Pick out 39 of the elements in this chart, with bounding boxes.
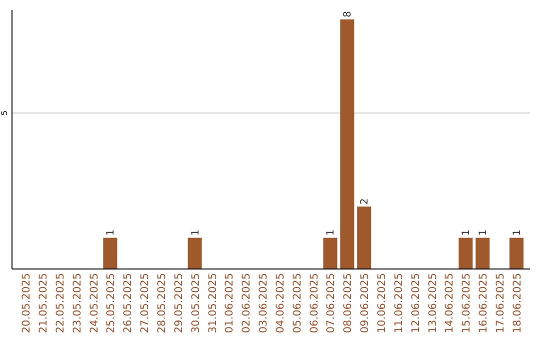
x-tick-label: 18.06.2025 [511,273,524,334]
data-label: 8 [342,10,354,18]
x-tick-label: 12.06.2025 [410,273,422,334]
y-tick-label: 5 [0,110,9,116]
x-tick-label: 04.06.2025 [274,273,286,334]
x-tick-label: 13.06.2025 [426,273,439,334]
x-tick-label: 03.06.2025 [258,273,270,334]
data-label: 1 [326,229,337,236]
x-tick-label: 10.06.2025 [376,273,388,334]
x-tick-label: 25.05.2025 [105,273,118,334]
x-tick-label: 31.05.2025 [206,273,219,334]
x-tick-label: 09.06.2025 [359,273,372,334]
x-tick-label: 20.05.2025 [20,273,33,334]
x-tick-label: 29.05.2025 [172,273,185,334]
data-label: 1 [478,229,490,236]
x-tick-label: 22.05.2025 [54,273,66,334]
x-tick-label: 17.06.2025 [494,273,507,334]
x-tick-label: 16.06.2025 [478,273,490,334]
x-tick-label: 02.06.2025 [240,273,253,334]
x-tick-label: 26.05.2025 [122,273,134,334]
x-tick-label: 27.05.2025 [139,273,152,334]
x-tick-label: 14.06.2025 [444,273,456,334]
data-label: 1 [106,229,117,236]
x-tick-label: 23.05.2025 [71,273,84,334]
x-tick-label: 24.05.2025 [88,273,100,334]
x-tick-label: 11.06.2025 [392,273,405,334]
x-tick-label: 28.05.2025 [156,273,168,334]
x-tick-label: 15.06.2025 [460,273,473,334]
x-tick-label: 06.06.2025 [308,273,320,334]
data-label: 1 [190,229,202,236]
data-label: 1 [512,229,523,236]
data-label: 1 [461,229,472,236]
data-label: 2 [360,198,371,205]
x-tick-label: 08.06.2025 [342,273,354,334]
x-tick-label: 05.06.2025 [291,273,304,334]
x-tick-label: 07.06.2025 [325,273,338,334]
x-tick-label: 21.05.2025 [37,273,50,334]
x-tick-label: 01.06.2025 [224,273,236,334]
x-tick-label: 30.05.2025 [190,273,202,334]
